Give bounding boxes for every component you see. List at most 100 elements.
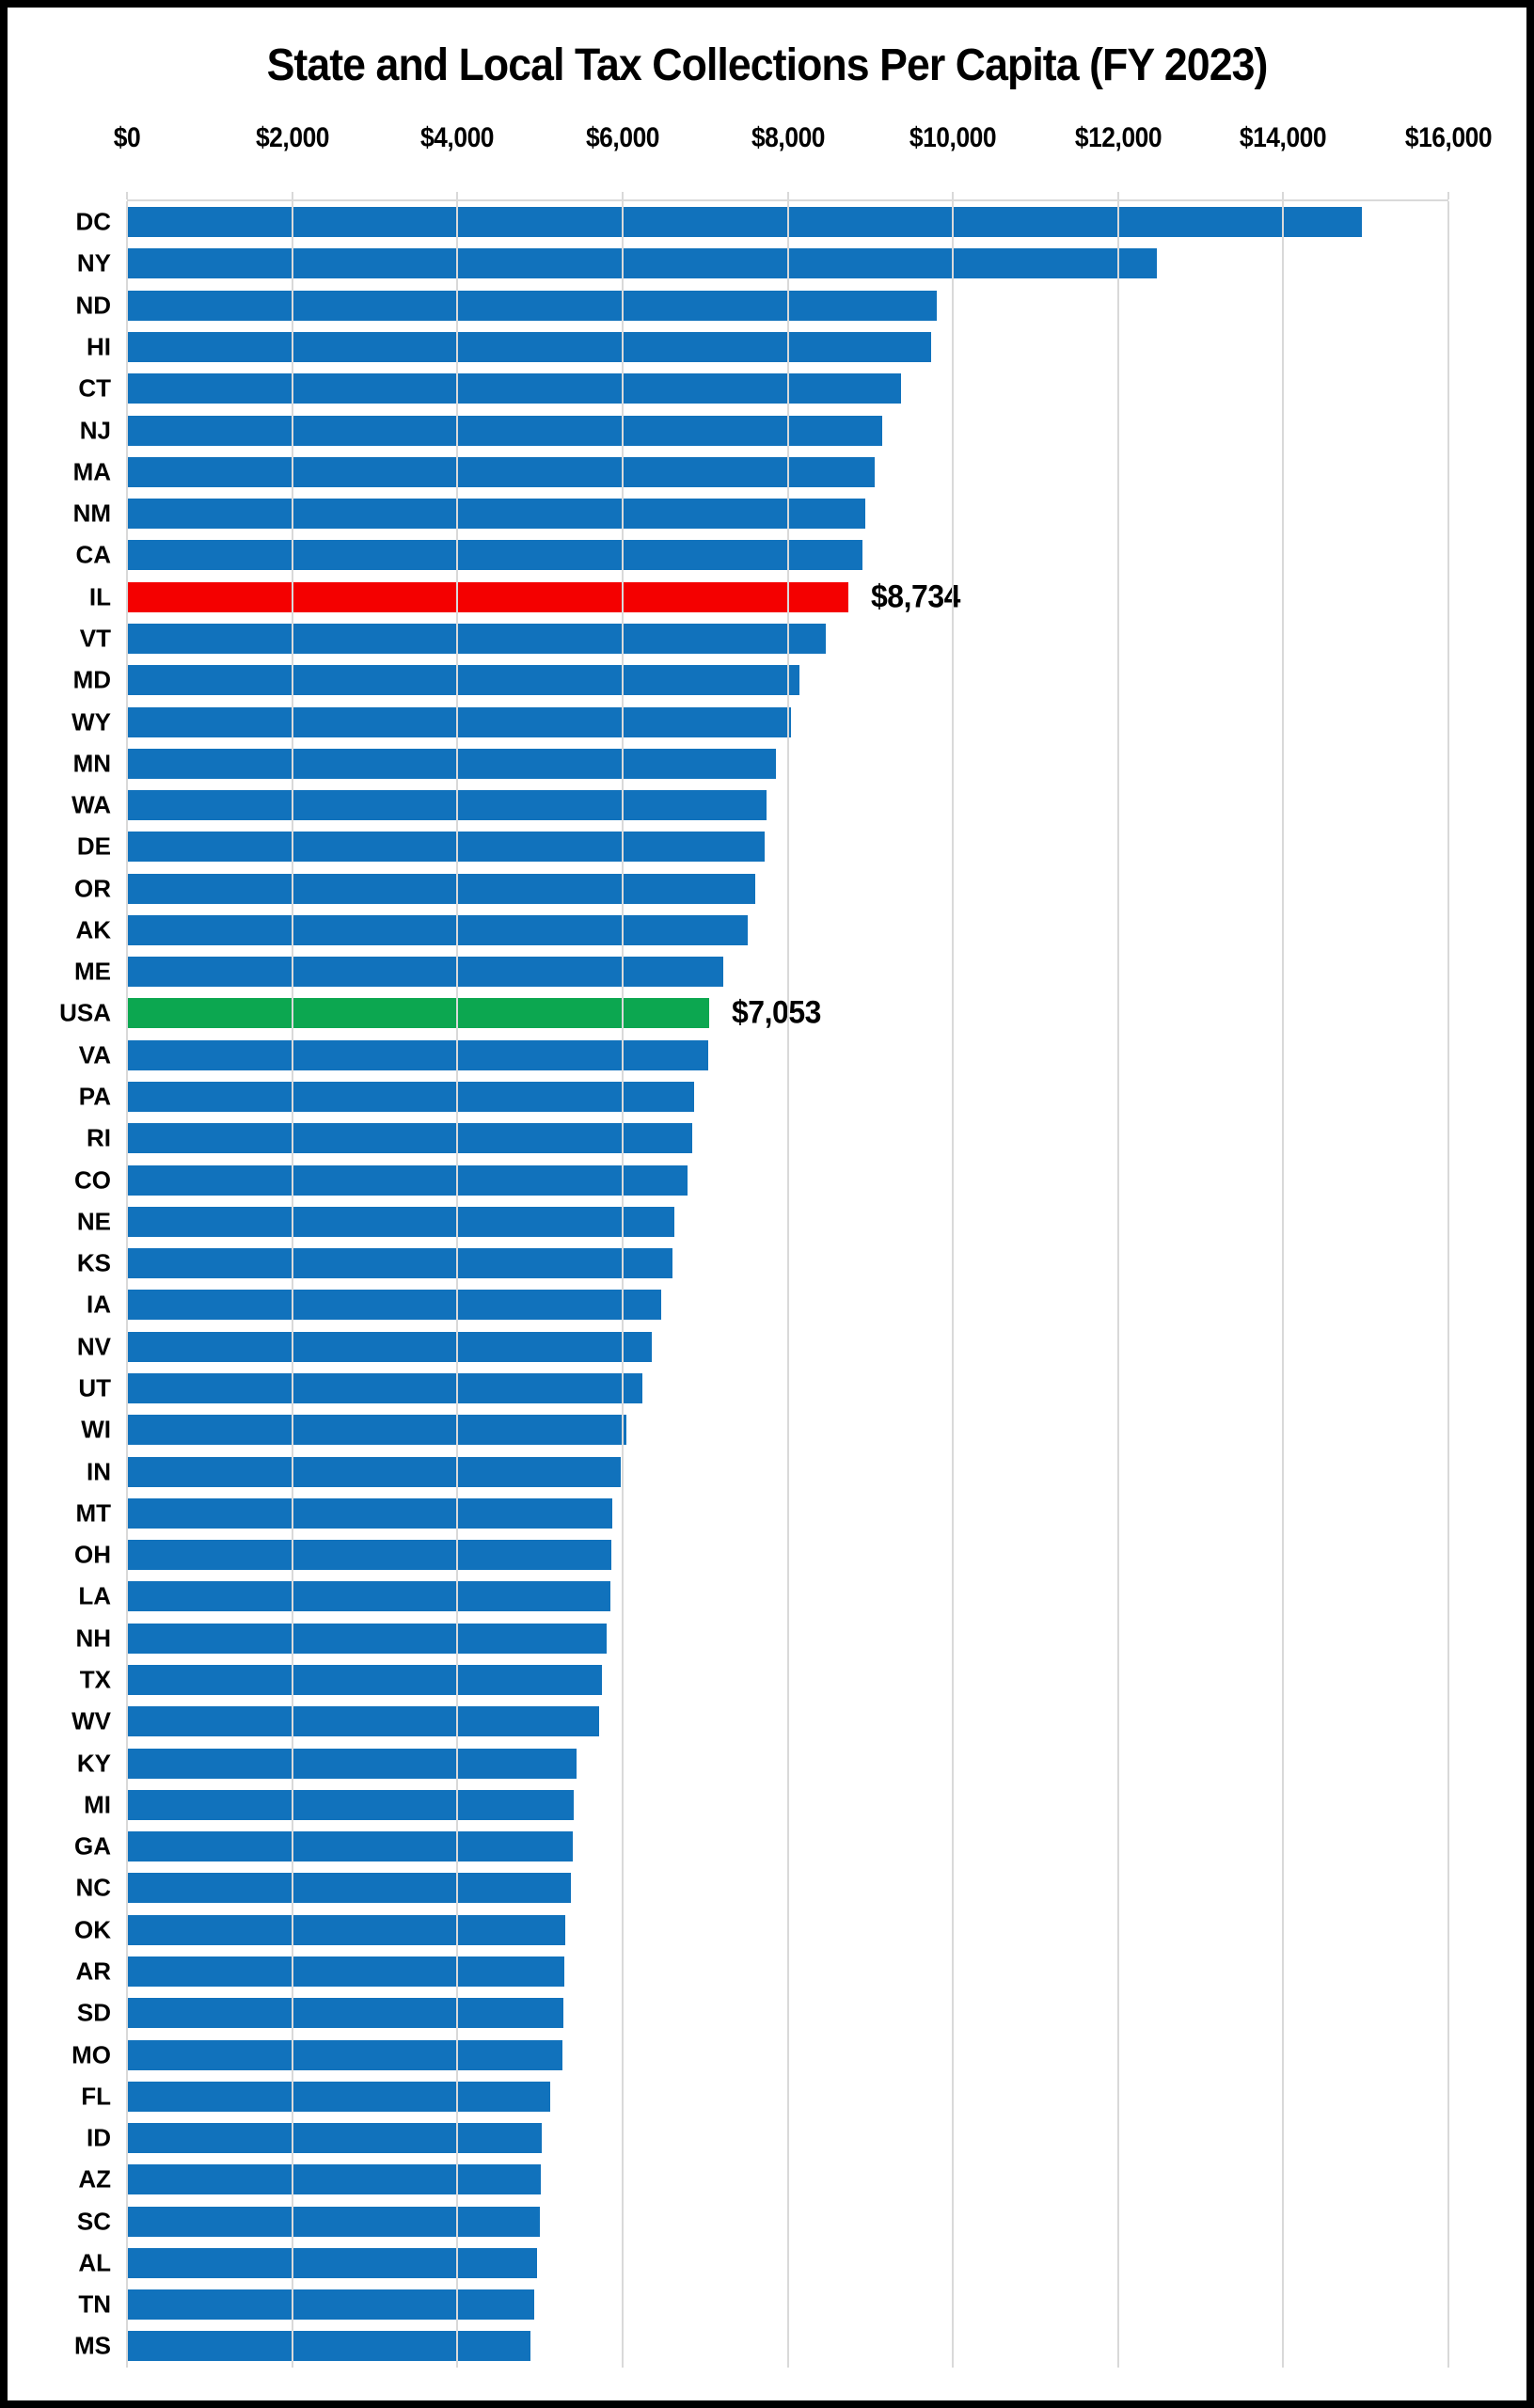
bar-CA (127, 540, 863, 571)
bar-row-WI: WI (81, 1409, 1448, 1450)
gridline (1447, 201, 1449, 2368)
bar-row-VT: VT (80, 618, 1448, 659)
category-label: TX (79, 1665, 111, 1694)
bar-OK (127, 1914, 565, 1945)
bar-row-CA: CA (75, 534, 1448, 576)
bar-row-KY: KY (77, 1742, 1448, 1783)
category-label: VA (78, 1040, 111, 1069)
bar-row-UT: UT (78, 1368, 1448, 1409)
bar-row-FL: FL (81, 2076, 1448, 2117)
category-label: ND (75, 291, 111, 320)
category-label: DE (76, 832, 111, 861)
category-label: CO (74, 1165, 111, 1195)
bar-row-LA: LA (78, 1576, 1448, 1617)
bar-row-MI: MI (84, 1784, 1448, 1826)
bar-MI (127, 1789, 574, 1820)
category-label: WV (71, 1706, 111, 1735)
bar-row-AR: AR (75, 1951, 1448, 1992)
category-label: AL (78, 2248, 111, 2277)
bar-row-ND: ND (75, 285, 1448, 326)
category-label: SD (76, 1998, 111, 2027)
category-label: OH (74, 1540, 111, 1569)
bar-row-OH: OH (74, 1534, 1448, 1576)
bar-row-OK: OK (74, 1909, 1448, 1951)
bar-row-AK: AK (75, 910, 1448, 951)
axis-tick-mark (621, 192, 624, 199)
category-label: NY (76, 248, 111, 277)
gridline (1116, 201, 1119, 2368)
gridline (456, 201, 459, 2368)
category-label: IL (88, 582, 111, 611)
bar-IA (127, 1290, 662, 1321)
bar-PA (127, 1082, 694, 1113)
bar-AZ (127, 2164, 542, 2195)
category-label: WY (71, 707, 111, 737)
bar-OH (127, 1540, 612, 1571)
category-label: LA (78, 1581, 111, 1610)
category-label: DC (75, 207, 111, 236)
bar-IN (127, 1456, 621, 1487)
bar-row-SD: SD (77, 1992, 1448, 2034)
bar-NJ (127, 415, 883, 446)
bar-IL (127, 581, 848, 612)
bar-ME (127, 957, 723, 988)
category-label: AK (75, 915, 111, 944)
bar-TN (127, 2289, 535, 2321)
bar-HI (127, 331, 931, 362)
bar-AK (127, 914, 748, 945)
gridline (786, 201, 789, 2368)
x-axis-tick-label: $10,000 (909, 122, 997, 153)
bar-MT (127, 1497, 613, 1529)
category-label: HI (87, 332, 111, 361)
bar-row-WY: WY (71, 701, 1448, 742)
bar-row-ME: ME (74, 951, 1448, 992)
bar-WY (127, 706, 792, 737)
bar-MA (127, 456, 876, 487)
category-label: OR (74, 874, 111, 903)
category-label: NJ (79, 416, 111, 445)
bar-row-MD: MD (73, 659, 1448, 701)
bar-GA (127, 1831, 574, 1862)
bar-NV (127, 1331, 653, 1362)
category-label: ID (87, 2123, 111, 2152)
bar-row-IN: IN (87, 1450, 1448, 1492)
bar-AL (127, 2247, 537, 2278)
category-label: NM (72, 499, 111, 528)
category-label: MO (71, 2040, 111, 2069)
bar-row-NE: NE (77, 1201, 1448, 1243)
category-label: MT (75, 1498, 111, 1528)
bar-KS (127, 1248, 672, 1279)
bar-RI (127, 1123, 692, 1154)
bar-MD (127, 665, 800, 696)
bar-AR (127, 1956, 564, 1987)
bar-row-GA: GA (74, 1826, 1448, 1867)
bar-NM (127, 499, 866, 530)
axis-tick-mark (1116, 192, 1119, 199)
x-axis-tick-label: $4,000 (420, 122, 495, 153)
bar-row-CT: CT (78, 368, 1448, 409)
bar-row-WV: WV (71, 1701, 1448, 1742)
bar-SC (127, 2206, 541, 2237)
bar-KY (127, 1748, 577, 1779)
bar-ND (127, 290, 937, 321)
bar-row-PA: PA (79, 1076, 1448, 1117)
plot-area: DC NY ND HI CT NJ MA NM CA IL $8,734 VT MD WY MN WA DE OR… (59, 192, 1449, 2368)
category-label: WI (81, 1415, 111, 1444)
category-label: GA (74, 1831, 111, 1861)
bar-row-IA: IA (87, 1284, 1448, 1325)
x-axis-tick-label: $12,000 (1074, 122, 1162, 153)
bar-NH (127, 1623, 607, 1654)
category-label: PA (78, 1082, 111, 1111)
bar-row-HI: HI (87, 326, 1448, 368)
axis-tick-mark (126, 192, 128, 199)
bars: DC NY ND HI CT NJ MA NM CA IL $8,734 VT MD WY MN WA DE OR… (59, 201, 1448, 2368)
gridline (291, 201, 293, 2368)
category-label: IA (87, 1290, 111, 1319)
axis-tick-mark (952, 192, 955, 199)
bar-MN (127, 748, 777, 779)
category-label: AZ (78, 2164, 111, 2194)
bar-row-WA: WA (71, 784, 1448, 826)
category-label: RI (87, 1123, 111, 1152)
bar-row-MO: MO (71, 2034, 1448, 2075)
